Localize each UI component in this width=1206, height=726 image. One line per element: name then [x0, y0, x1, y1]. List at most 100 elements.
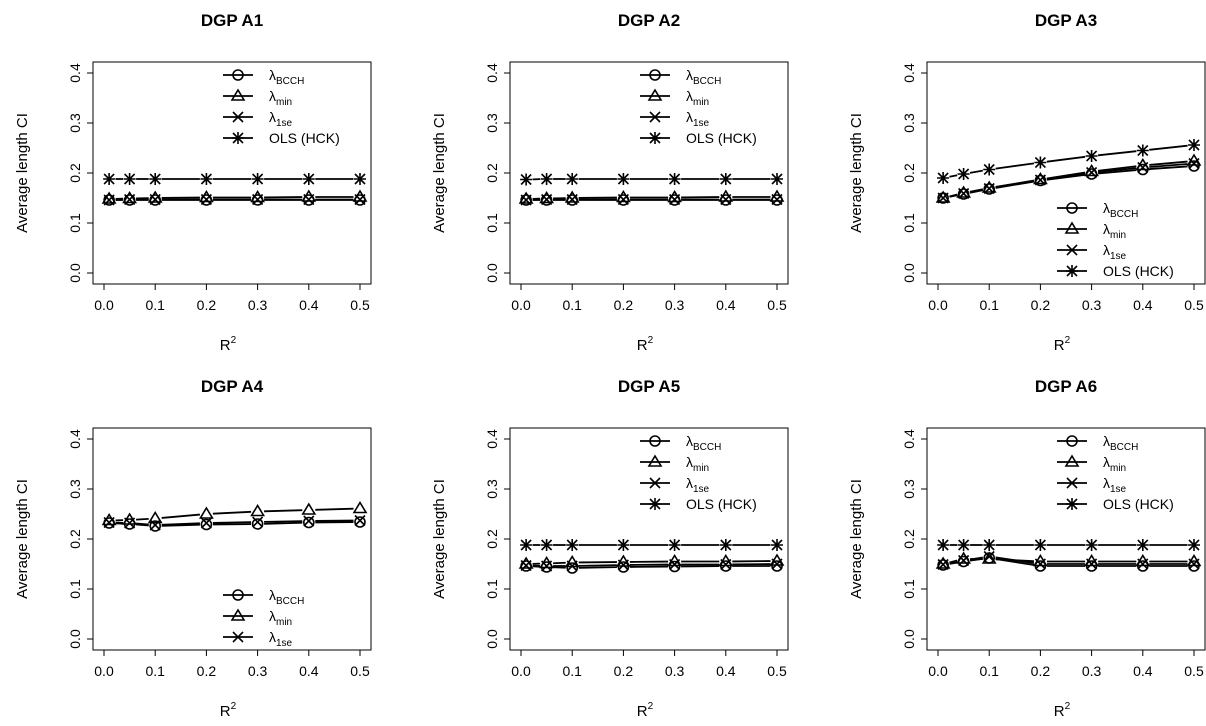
legend-label-text: λ	[686, 67, 693, 83]
legend-label: λmin	[269, 608, 292, 628]
y-tick-label: 0.3	[67, 113, 83, 133]
legend-marker-triangle	[647, 454, 663, 467]
data-point-cross	[149, 519, 161, 531]
data-point-cross	[1034, 174, 1046, 186]
legend-label-text: λ	[269, 587, 276, 603]
data-point-star	[617, 539, 630, 551]
y-tick-label: 0.1	[901, 213, 917, 233]
data-point-star	[1034, 156, 1047, 169]
data-point-star	[103, 173, 116, 185]
series-line-segment	[212, 521, 252, 524]
x-axis-label-superscript: 2	[231, 701, 237, 712]
data-point-circle	[1188, 160, 1200, 172]
legend-label-subscript: BCCH	[693, 76, 721, 87]
legend-marker-circle	[1066, 202, 1078, 214]
x-tick-label: 0.1	[562, 663, 582, 679]
data-point-cross	[1086, 558, 1098, 570]
legend-label-subscript: 1se	[276, 638, 293, 649]
legend-label-text: λ	[1103, 221, 1110, 237]
x-axis-label-superscript: 2	[648, 335, 654, 346]
data-point-circle	[566, 562, 579, 574]
series-line-segment	[161, 523, 200, 527]
series-1se	[937, 550, 1200, 571]
series-line-segment	[1097, 167, 1137, 173]
legend-label: λBCCH	[269, 587, 304, 607]
legend-label: λmin	[686, 454, 709, 474]
panel-4: DGP A4 0.0 0.1 0.2 0.3 0.4 0.5 0.0 0.1 0.2 0.3 0.4 A…	[14, 377, 372, 720]
legend-label-subscript: 1se	[693, 118, 710, 129]
legend-label: OLS (HCK)	[686, 496, 757, 512]
legend-label: OLS (HCK)	[269, 130, 340, 146]
series-line-segment	[161, 522, 200, 526]
legend-label-text: λ	[269, 88, 276, 104]
data-point-star	[200, 173, 213, 185]
data-point-cross	[958, 187, 970, 200]
y-tick-label: 0.3	[484, 113, 500, 133]
series-ols	[103, 173, 366, 185]
x-tick-label: 0.3	[1082, 297, 1102, 313]
data-point-cross	[937, 192, 949, 204]
data-point-cross	[983, 550, 995, 563]
x-tick-label: 0.2	[197, 297, 217, 313]
data-point-triangle	[935, 556, 951, 569]
legend-label: OLS (HCK)	[686, 130, 757, 146]
data-point-star	[957, 168, 970, 180]
series-line-segment	[1149, 163, 1188, 168]
legend-label-text: OLS (HCK)	[1103, 263, 1174, 279]
data-point-cross	[937, 558, 949, 571]
legend-label-text: λ	[1103, 200, 1110, 216]
x-axis-label: R2	[1054, 335, 1071, 354]
data-point-circle	[668, 560, 681, 573]
y-tick-label: 0.3	[484, 479, 500, 499]
data-point-circle	[617, 561, 630, 573]
data-point-triangle	[935, 190, 951, 203]
data-point-star	[1136, 539, 1149, 551]
data-point-cross	[1137, 161, 1149, 174]
panel-title: DGP A5	[618, 377, 680, 396]
legend-label-subscript: 1se	[1110, 251, 1127, 262]
legend-label-text: OLS (HCK)	[686, 496, 757, 512]
data-point-star	[520, 173, 533, 186]
y-tick-label: 0.1	[901, 579, 917, 599]
data-point-cross	[771, 193, 783, 206]
legend-marker-circle	[1066, 435, 1078, 447]
data-point-star	[566, 173, 579, 185]
data-point-cross	[303, 193, 315, 206]
series-ols	[520, 539, 783, 551]
legend-label: λBCCH	[686, 67, 721, 87]
y-tick-label: 0.2	[67, 529, 83, 549]
x-tick-label: 0.0	[94, 297, 114, 313]
x-tick-label: 0.0	[511, 663, 531, 679]
data-point-cross	[1188, 558, 1200, 570]
y-tick-label: 0.2	[901, 529, 917, 549]
data-point-cross	[200, 193, 212, 206]
panel-title: DGP A4	[201, 377, 264, 396]
legend-label: OLS (HCK)	[1103, 263, 1174, 279]
data-point-cross	[541, 193, 553, 206]
data-point-star	[149, 173, 162, 185]
data-point-circle	[771, 560, 783, 572]
legend-marker-cross	[232, 631, 244, 643]
data-point-cross	[720, 193, 732, 206]
data-point-star	[719, 173, 732, 185]
legend-label: λ1se	[686, 475, 710, 495]
data-point-cross	[1188, 157, 1200, 170]
data-point-cross	[566, 193, 578, 206]
legend-label-subscript: min	[693, 463, 709, 474]
data-point-cross	[354, 193, 366, 206]
legend-marker-triangle	[230, 88, 246, 101]
y-tick-label: 0.1	[484, 213, 500, 233]
x-axis-label: R2	[637, 335, 654, 354]
y-tick-label: 0.4	[67, 429, 83, 449]
data-point-cross	[103, 516, 115, 529]
legend-label: λ1se	[686, 109, 710, 129]
x-axis-label: R2	[1054, 701, 1071, 720]
panel-title: DGP A6	[1035, 377, 1097, 396]
legend-label-text: λ	[686, 433, 693, 449]
panel-3: DGP A3 0.0 0.1 0.2 0.3 0.4 0.5 0.0 0.1 0.2 0.3 0.4 A…	[848, 11, 1206, 354]
series-line-segment	[1149, 165, 1188, 170]
data-point-star	[1034, 539, 1047, 551]
x-tick-label: 0.4	[716, 663, 736, 679]
y-tick-label: 0.2	[901, 163, 917, 183]
